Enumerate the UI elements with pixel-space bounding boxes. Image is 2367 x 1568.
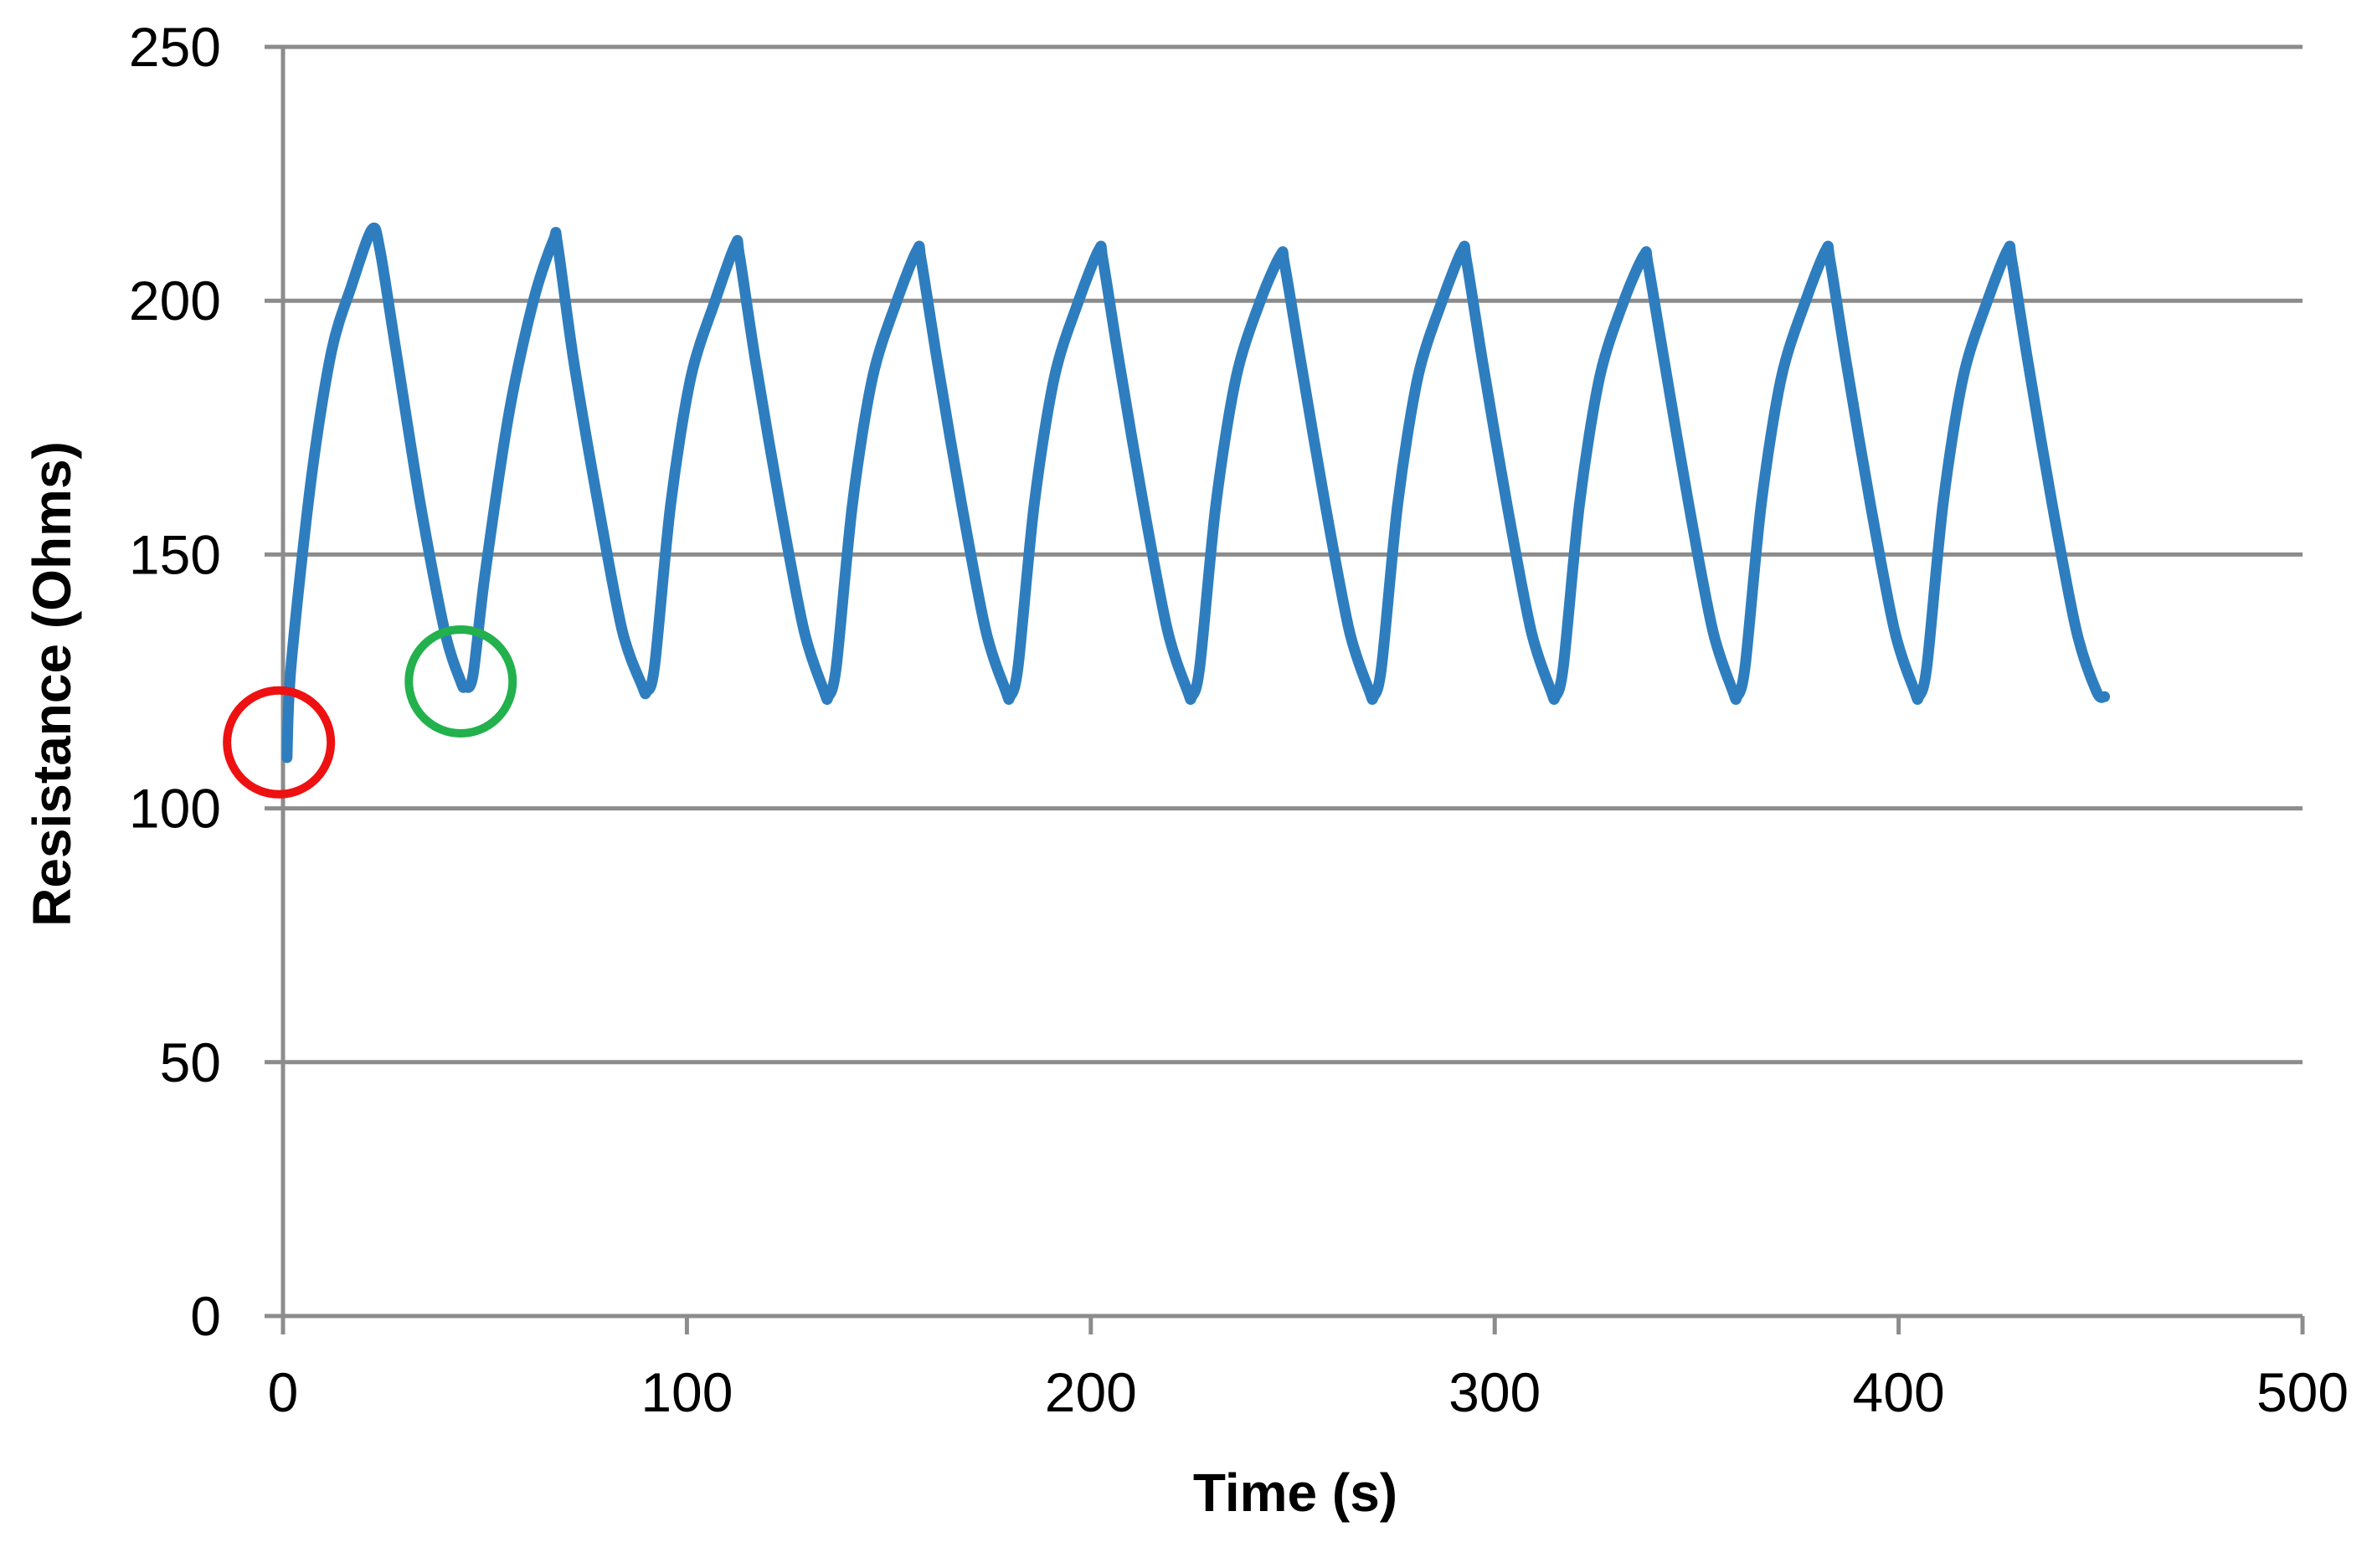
- y-tick-label-150: 150: [129, 523, 221, 585]
- x-tick-labels: 0 100 200 300 400 500: [268, 1361, 2349, 1423]
- y-tick-label-250: 250: [129, 16, 221, 78]
- x-tick-label-500: 500: [2256, 1361, 2349, 1423]
- x-tick-label-0: 0: [268, 1361, 299, 1423]
- y-axis-title: Resistance (Ohms): [22, 441, 82, 927]
- annotation-circle-1: [223, 686, 336, 799]
- annotation-layer: [223, 625, 517, 799]
- x-tick-label-300: 300: [1449, 1361, 1541, 1423]
- x-axis-title: Time (s): [1193, 1463, 1397, 1523]
- x-tick-label-100: 100: [641, 1361, 733, 1423]
- series-layer: [281, 222, 2111, 763]
- y-tick-label-100: 100: [129, 778, 221, 840]
- y-tick-label-200: 200: [129, 270, 221, 332]
- x-tick-label-400: 400: [1853, 1361, 1945, 1423]
- series-line-1: [281, 222, 2111, 763]
- annotation-circle-2: [404, 625, 517, 738]
- y-tick-label-0: 0: [190, 1285, 221, 1347]
- x-tick-label-200: 200: [1045, 1361, 1137, 1423]
- y-tick-label-50: 50: [160, 1031, 221, 1093]
- axes: [265, 44, 2305, 1334]
- y-tick-labels: 0 50 100 150 200 250: [129, 16, 221, 1347]
- gridlines: [283, 44, 2303, 1065]
